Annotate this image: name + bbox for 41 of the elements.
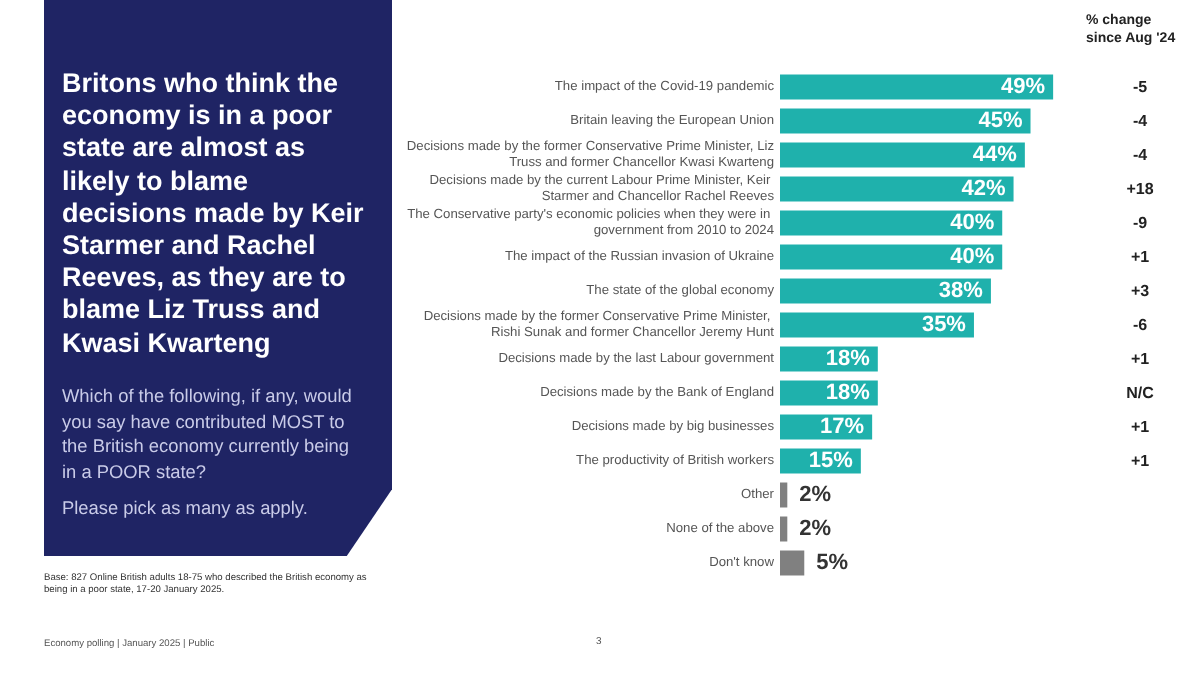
- text: Please pick as many as apply.: [62, 498, 310, 518]
- data-label: 17%: [820, 415, 865, 439]
- bar: [778, 276, 993, 306]
- bar: [778, 208, 1005, 238]
- data-label: 2%: [799, 517, 832, 541]
- data-label: 2%: [799, 483, 832, 507]
- text: +1: [1130, 350, 1151, 368]
- bar: [778, 310, 976, 340]
- text: -9: [1132, 214, 1149, 232]
- text: +1: [1130, 248, 1151, 266]
- bar: [778, 106, 1033, 136]
- data-label: 42%: [961, 177, 1006, 201]
- data-label: 45%: [978, 109, 1023, 133]
- text: -5: [1132, 78, 1149, 96]
- data-label: 38%: [938, 279, 984, 303]
- bar: [778, 242, 1005, 272]
- text: +18: [1126, 180, 1155, 198]
- text: -4: [1132, 146, 1149, 164]
- bar: [778, 514, 790, 544]
- data-label: 49%: [1001, 75, 1046, 99]
- bar: [778, 174, 1016, 204]
- data-label: 35%: [921, 313, 967, 337]
- text: -4: [1132, 112, 1149, 130]
- text: +1: [1130, 452, 1151, 470]
- text: -6: [1132, 316, 1149, 334]
- text: +1: [1130, 418, 1151, 436]
- data-label: 18%: [825, 347, 871, 371]
- text: N/C: [1126, 384, 1155, 402]
- bar: [778, 140, 1027, 170]
- bar: [778, 72, 1056, 102]
- data-label: 18%: [825, 381, 871, 405]
- bar: [778, 548, 807, 578]
- data-label: 5%: [816, 551, 849, 575]
- data-label: 44%: [972, 143, 1018, 167]
- text: +3: [1130, 282, 1151, 300]
- data-label: 15%: [808, 449, 854, 473]
- data-label: 40%: [950, 245, 995, 269]
- bar: [778, 480, 790, 510]
- chart-title: Britons who think the economy is in a poor state are almost as likely to blame decisions made by Keir Starmer and Rachel Reeves, as they are to blame Liz Truss and Kwasi Kwarteng: [62, 68, 364, 358]
- text: Which of the following, if any, would you say have contributed MOST to the British economy currently being in a POOR state?: [62, 384, 354, 485]
- data-label: 40%: [950, 211, 995, 235]
